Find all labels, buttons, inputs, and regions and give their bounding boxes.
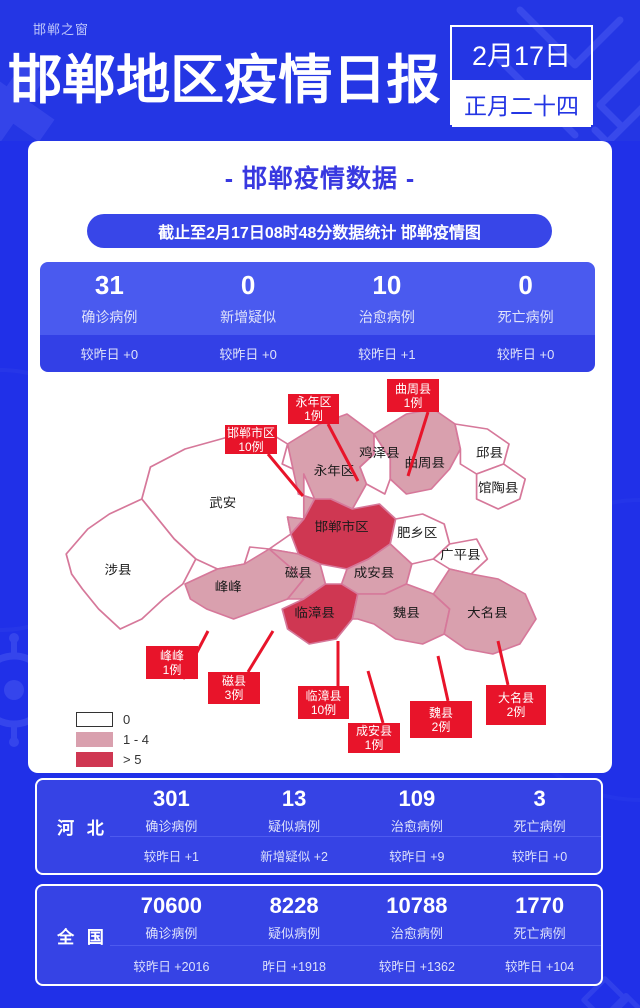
svg-text:邯郸市区: 邯郸市区 [315,519,369,533]
svg-text:大名县: 大名县 [467,605,507,619]
svg-text:魏县: 魏县 [393,605,420,619]
svg-text:武安: 武安 [209,495,236,509]
svg-text:邱县: 邱县 [476,445,503,459]
svg-text:曲周县: 曲周县 [405,455,445,469]
svg-text:成安县: 成安县 [354,565,394,579]
svg-text:涉县: 涉县 [105,562,132,576]
svg-text:肥乡区: 肥乡区 [397,525,437,539]
svg-text:馆陶县: 馆陶县 [478,480,518,494]
svg-text:磁县: 磁县 [285,565,312,579]
svg-text:鸡泽县: 鸡泽县 [359,445,399,459]
svg-text:临漳县: 临漳县 [294,605,334,619]
svg-text:永年区: 永年区 [314,463,354,477]
svg-text:广平县: 广平县 [440,547,480,561]
svg-text:峰峰: 峰峰 [215,579,242,593]
